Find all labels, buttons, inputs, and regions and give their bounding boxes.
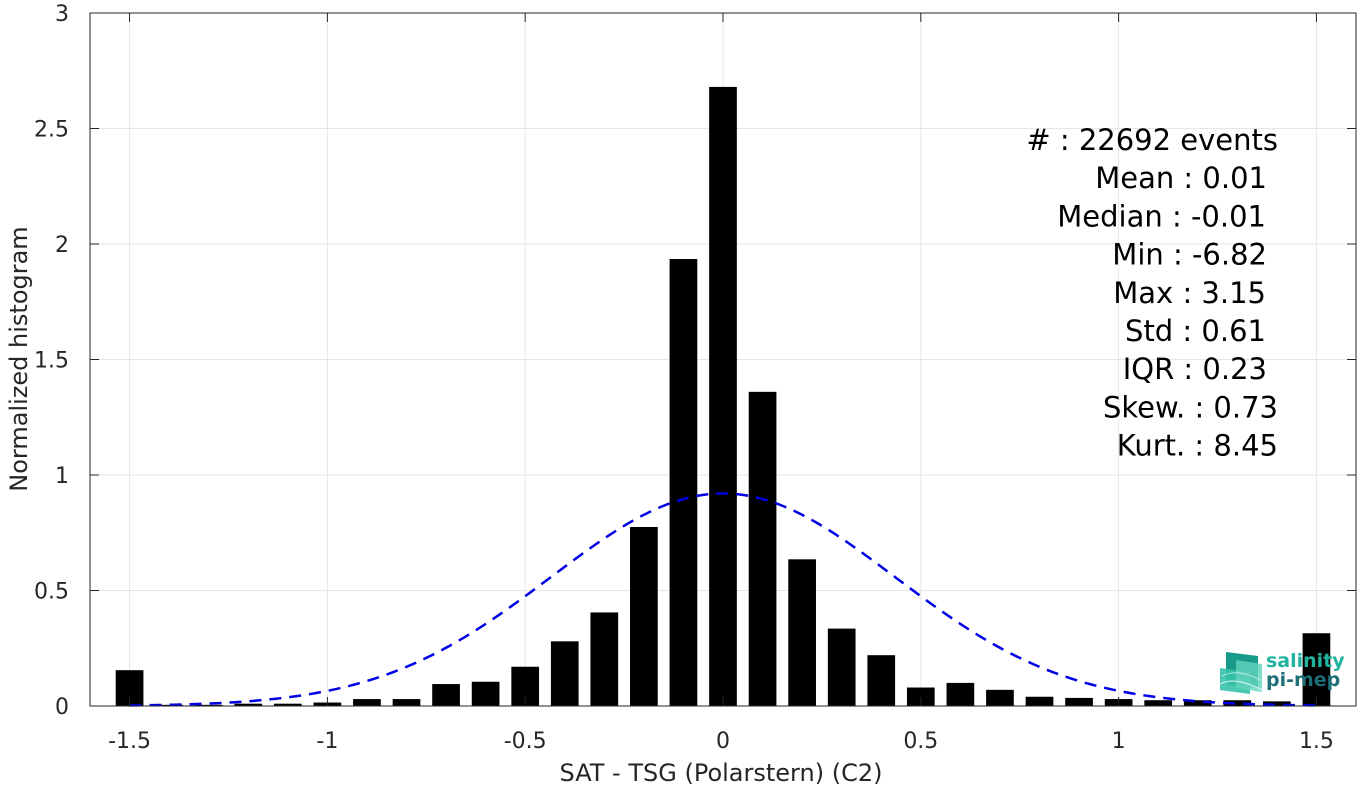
y-tick-labels: 0 0.5 1 1.5 2 2.5 3 <box>34 2 69 720</box>
y-tick-label-2: 1 <box>55 464 69 489</box>
y-tick-label-6: 3 <box>55 2 69 27</box>
x-tick-label-3: 0 <box>716 729 730 754</box>
stat-line-6: IQR : 0.23 <box>1123 352 1267 386</box>
histogram-bar-19 <box>867 655 896 706</box>
stat-line-7: Skew. : 0.73 <box>1103 390 1278 424</box>
stat-line-8: Kurt. : 8.45 <box>1117 429 1278 463</box>
stat-line-2: Median : -0.01 <box>1057 199 1266 233</box>
x-tick-label-1: -1 <box>316 729 338 754</box>
y-tick-label-3: 1.5 <box>34 349 69 374</box>
histogram-bar-17 <box>788 559 816 706</box>
x-tick-label-2: -0.5 <box>504 729 547 754</box>
histogram-bar-6 <box>353 699 381 706</box>
histogram-bar-24 <box>1065 697 1093 706</box>
histogram-bar-8 <box>432 684 460 706</box>
histogram-bar-2 <box>194 704 223 706</box>
x-tick-label-4: 0.5 <box>903 729 938 754</box>
x-axis-title: SAT - TSG (Polarstern) (C2) <box>560 759 883 785</box>
y-axis-title: Normalized histogram <box>5 226 33 491</box>
histogram-bar-14 <box>669 259 698 706</box>
gaussian-fit-curve <box>129 492 1317 707</box>
stat-line-5: Std : 0.61 <box>1125 314 1266 348</box>
salinity-pi-mep-logo: salinity pi-mep <box>1219 650 1345 694</box>
y-tick-label-5: 2.5 <box>34 118 69 143</box>
histogram-bar-15 <box>709 86 737 707</box>
histogram-bar-30 <box>1302 633 1331 706</box>
histogram-bar-21 <box>946 682 975 706</box>
histogram-bar-27 <box>1183 700 1212 706</box>
histogram-bar-20 <box>906 687 935 706</box>
histogram-bar-29 <box>1263 701 1291 706</box>
histogram-bar-22 <box>986 689 1014 706</box>
x-tick-labels: -1.5 -1 -0.5 0 0.5 1 1.5 <box>108 729 1334 754</box>
histogram-bar-7 <box>392 699 421 706</box>
histogram-bar-3 <box>234 703 263 706</box>
y-tick-label-1: 0.5 <box>34 580 69 605</box>
x-tick-label-6: 1.5 <box>1299 729 1334 754</box>
logo-emblem-icon <box>1219 652 1263 694</box>
stat-line-0: # : 22692 events <box>1026 123 1278 157</box>
histogram-bar-18 <box>827 628 856 706</box>
logo-line-salinity: salinity <box>1266 650 1345 672</box>
histogram-bar-16 <box>748 391 777 706</box>
histogram-bar-4 <box>273 703 302 706</box>
logo-line-pi-mep: pi-mep <box>1266 669 1340 691</box>
histogram-bar-11 <box>550 641 579 706</box>
histogram-bar-28 <box>1223 700 1252 706</box>
stat-line-4: Max : 3.15 <box>1113 276 1266 310</box>
x-tick-label-5: 1 <box>1112 729 1126 754</box>
histogram-bar-23 <box>1025 696 1054 706</box>
histogram-bar-13 <box>630 526 658 706</box>
stat-line-1: Mean : 0.01 <box>1095 161 1267 195</box>
histogram-bars <box>115 86 1331 707</box>
statistics-annotation: # : 22692 events Mean : 0.01 Median : -0.0… <box>1026 123 1278 463</box>
histogram-bar-1 <box>155 704 183 706</box>
y-tick-label-0: 0 <box>55 695 69 720</box>
axis-ticks <box>90 12 1356 707</box>
histogram-bar-9 <box>471 681 500 706</box>
histogram-bar-12 <box>590 612 619 706</box>
y-tick-label-4: 2 <box>55 233 69 258</box>
stat-line-3: Min : -6.82 <box>1112 238 1267 272</box>
histogram-bar-26 <box>1144 700 1173 706</box>
x-tick-label-0: -1.5 <box>108 729 151 754</box>
